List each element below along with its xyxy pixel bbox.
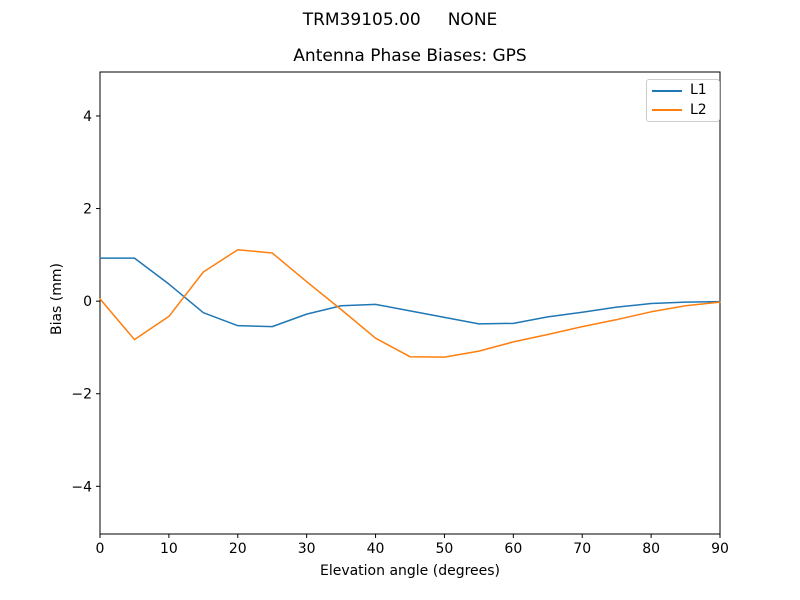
y-axis-label: Bias (mm) — [49, 262, 65, 336]
y-tick-label: 4 — [83, 109, 92, 125]
x-tick-label: 10 — [160, 541, 178, 557]
figure-suptitle: TRM39105.00 NONE — [302, 10, 498, 30]
series-line-l2 — [99, 249, 721, 358]
x-tick-label: 0 — [96, 541, 105, 557]
legend-entry-l1: L1 — [652, 82, 719, 99]
y-tick-label: 2 — [83, 202, 92, 218]
legend: L1 L2 — [646, 79, 720, 122]
series-line-l1 — [99, 257, 721, 328]
x-tick-label: 20 — [229, 541, 247, 557]
legend-entry-l2: L2 — [652, 102, 719, 119]
x-tick-label: 50 — [436, 541, 454, 557]
x-axis-label: Elevation angle (degrees) — [319, 563, 501, 579]
x-tick-label: 70 — [573, 541, 591, 557]
y-tick-label: 0 — [83, 294, 92, 310]
x-tick-label: 30 — [298, 541, 316, 557]
x-tick-label: 40 — [367, 541, 385, 557]
chart-title: Antenna Phase Biases: GPS — [293, 46, 527, 66]
y-tick-label: −2 — [71, 387, 92, 403]
x-tick-label: 90 — [711, 541, 729, 557]
x-tick-label: 60 — [504, 541, 522, 557]
axes-spines — [99, 71, 721, 535]
x-tick-label: 80 — [642, 541, 660, 557]
l1-line-swatch — [652, 89, 682, 92]
legend-label-l2: L2 — [690, 101, 707, 118]
legend-label-l1: L1 — [690, 82, 707, 99]
y-tick-label: −4 — [71, 479, 92, 495]
l2-line-swatch — [652, 109, 682, 112]
